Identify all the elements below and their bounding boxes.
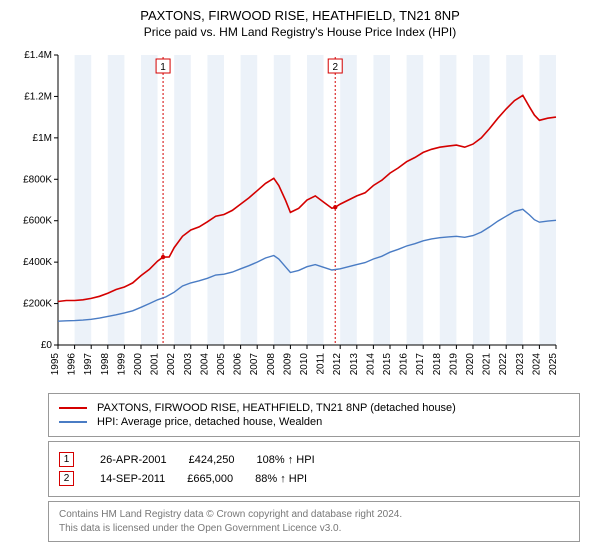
- legend: PAXTONS, FIRWOOD RISE, HEATHFIELD, TN21 …: [48, 393, 580, 437]
- svg-text:2021: 2021: [482, 353, 493, 376]
- svg-text:2007: 2007: [249, 353, 260, 376]
- chart-container: PAXTONS, FIRWOOD RISE, HEATHFIELD, TN21 …: [0, 0, 600, 552]
- svg-text:2001: 2001: [150, 353, 161, 376]
- legend-label: PAXTONS, FIRWOOD RISE, HEATHFIELD, TN21 …: [97, 402, 456, 414]
- event-row: 2 14-SEP-2011 £665,000 88% ↑ HPI: [59, 471, 569, 486]
- event-date: 26-APR-2001: [100, 454, 167, 466]
- attribution-line: Contains HM Land Registry data © Crown c…: [59, 508, 569, 522]
- svg-text:2004: 2004: [199, 353, 210, 376]
- svg-text:1997: 1997: [83, 353, 94, 376]
- svg-text:2019: 2019: [448, 353, 459, 376]
- svg-text:2008: 2008: [266, 353, 277, 376]
- title-block: PAXTONS, FIRWOOD RISE, HEATHFIELD, TN21 …: [10, 8, 590, 39]
- svg-text:£1.4M: £1.4M: [24, 50, 52, 61]
- svg-text:2025: 2025: [548, 353, 559, 376]
- svg-text:2018: 2018: [432, 353, 443, 376]
- event-price: £424,250: [189, 454, 235, 466]
- chart-svg: £0 £200K £400K £600K £800K £1M £1.2M £1.4M 1995 1…: [10, 47, 572, 387]
- legend-swatch: [59, 407, 87, 409]
- chart-plot: £0 £200K £400K £600K £800K £1M £1.2M £1.4M 1995 1…: [10, 47, 590, 387]
- svg-text:2009: 2009: [282, 353, 293, 376]
- event-row: 1 26-APR-2001 £424,250 108% ↑ HPI: [59, 452, 569, 467]
- event-date: 14-SEP-2011: [100, 473, 165, 485]
- svg-text:2011: 2011: [316, 353, 327, 375]
- chart-subtitle: Price paid vs. HM Land Registry's House …: [10, 25, 590, 39]
- svg-text:£1M: £1M: [33, 133, 52, 144]
- svg-text:1996: 1996: [67, 353, 78, 376]
- attribution-line: This data is licensed under the Open Gov…: [59, 522, 569, 536]
- legend-item: HPI: Average price, detached house, Weal…: [59, 416, 569, 428]
- svg-text:2002: 2002: [166, 353, 177, 376]
- event-pct: 88% ↑ HPI: [255, 473, 307, 485]
- svg-text:2016: 2016: [399, 353, 410, 376]
- svg-text:2024: 2024: [531, 353, 542, 376]
- svg-text:2003: 2003: [183, 353, 194, 376]
- svg-text:£0: £0: [41, 340, 53, 351]
- svg-text:2022: 2022: [498, 353, 509, 376]
- event-marker: 2: [59, 471, 74, 486]
- svg-text:2023: 2023: [515, 353, 526, 376]
- svg-text:1995: 1995: [50, 353, 61, 376]
- attribution: Contains HM Land Registry data © Crown c…: [48, 501, 580, 542]
- chart-title: PAXTONS, FIRWOOD RISE, HEATHFIELD, TN21 …: [10, 8, 590, 23]
- svg-text:2017: 2017: [415, 353, 426, 376]
- svg-text:2006: 2006: [233, 353, 244, 376]
- legend-item: PAXTONS, FIRWOOD RISE, HEATHFIELD, TN21 …: [59, 402, 569, 414]
- svg-text:2010: 2010: [299, 353, 310, 376]
- event-marker: 1: [59, 452, 74, 467]
- svg-text:£600K: £600K: [23, 216, 52, 227]
- svg-text:£400K: £400K: [23, 257, 52, 268]
- svg-text:£200K: £200K: [23, 299, 52, 310]
- svg-text:1: 1: [160, 62, 166, 73]
- svg-text:£1.2M: £1.2M: [24, 91, 52, 102]
- svg-text:2005: 2005: [216, 353, 227, 376]
- legend-label: HPI: Average price, detached house, Weal…: [97, 416, 322, 428]
- svg-text:2000: 2000: [133, 353, 144, 376]
- legend-swatch: [59, 421, 87, 423]
- event-price: £665,000: [187, 473, 233, 485]
- svg-text:2013: 2013: [349, 353, 360, 376]
- svg-text:1999: 1999: [116, 353, 127, 376]
- svg-text:2012: 2012: [332, 353, 343, 376]
- events-table: 1 26-APR-2001 £424,250 108% ↑ HPI 2 14-S…: [48, 441, 580, 497]
- svg-text:£800K: £800K: [23, 174, 52, 185]
- svg-text:2015: 2015: [382, 353, 393, 376]
- svg-text:1998: 1998: [100, 353, 111, 376]
- svg-text:2: 2: [332, 62, 338, 73]
- svg-text:2020: 2020: [465, 353, 476, 376]
- event-pct: 108% ↑ HPI: [257, 454, 315, 466]
- svg-text:2014: 2014: [365, 353, 376, 376]
